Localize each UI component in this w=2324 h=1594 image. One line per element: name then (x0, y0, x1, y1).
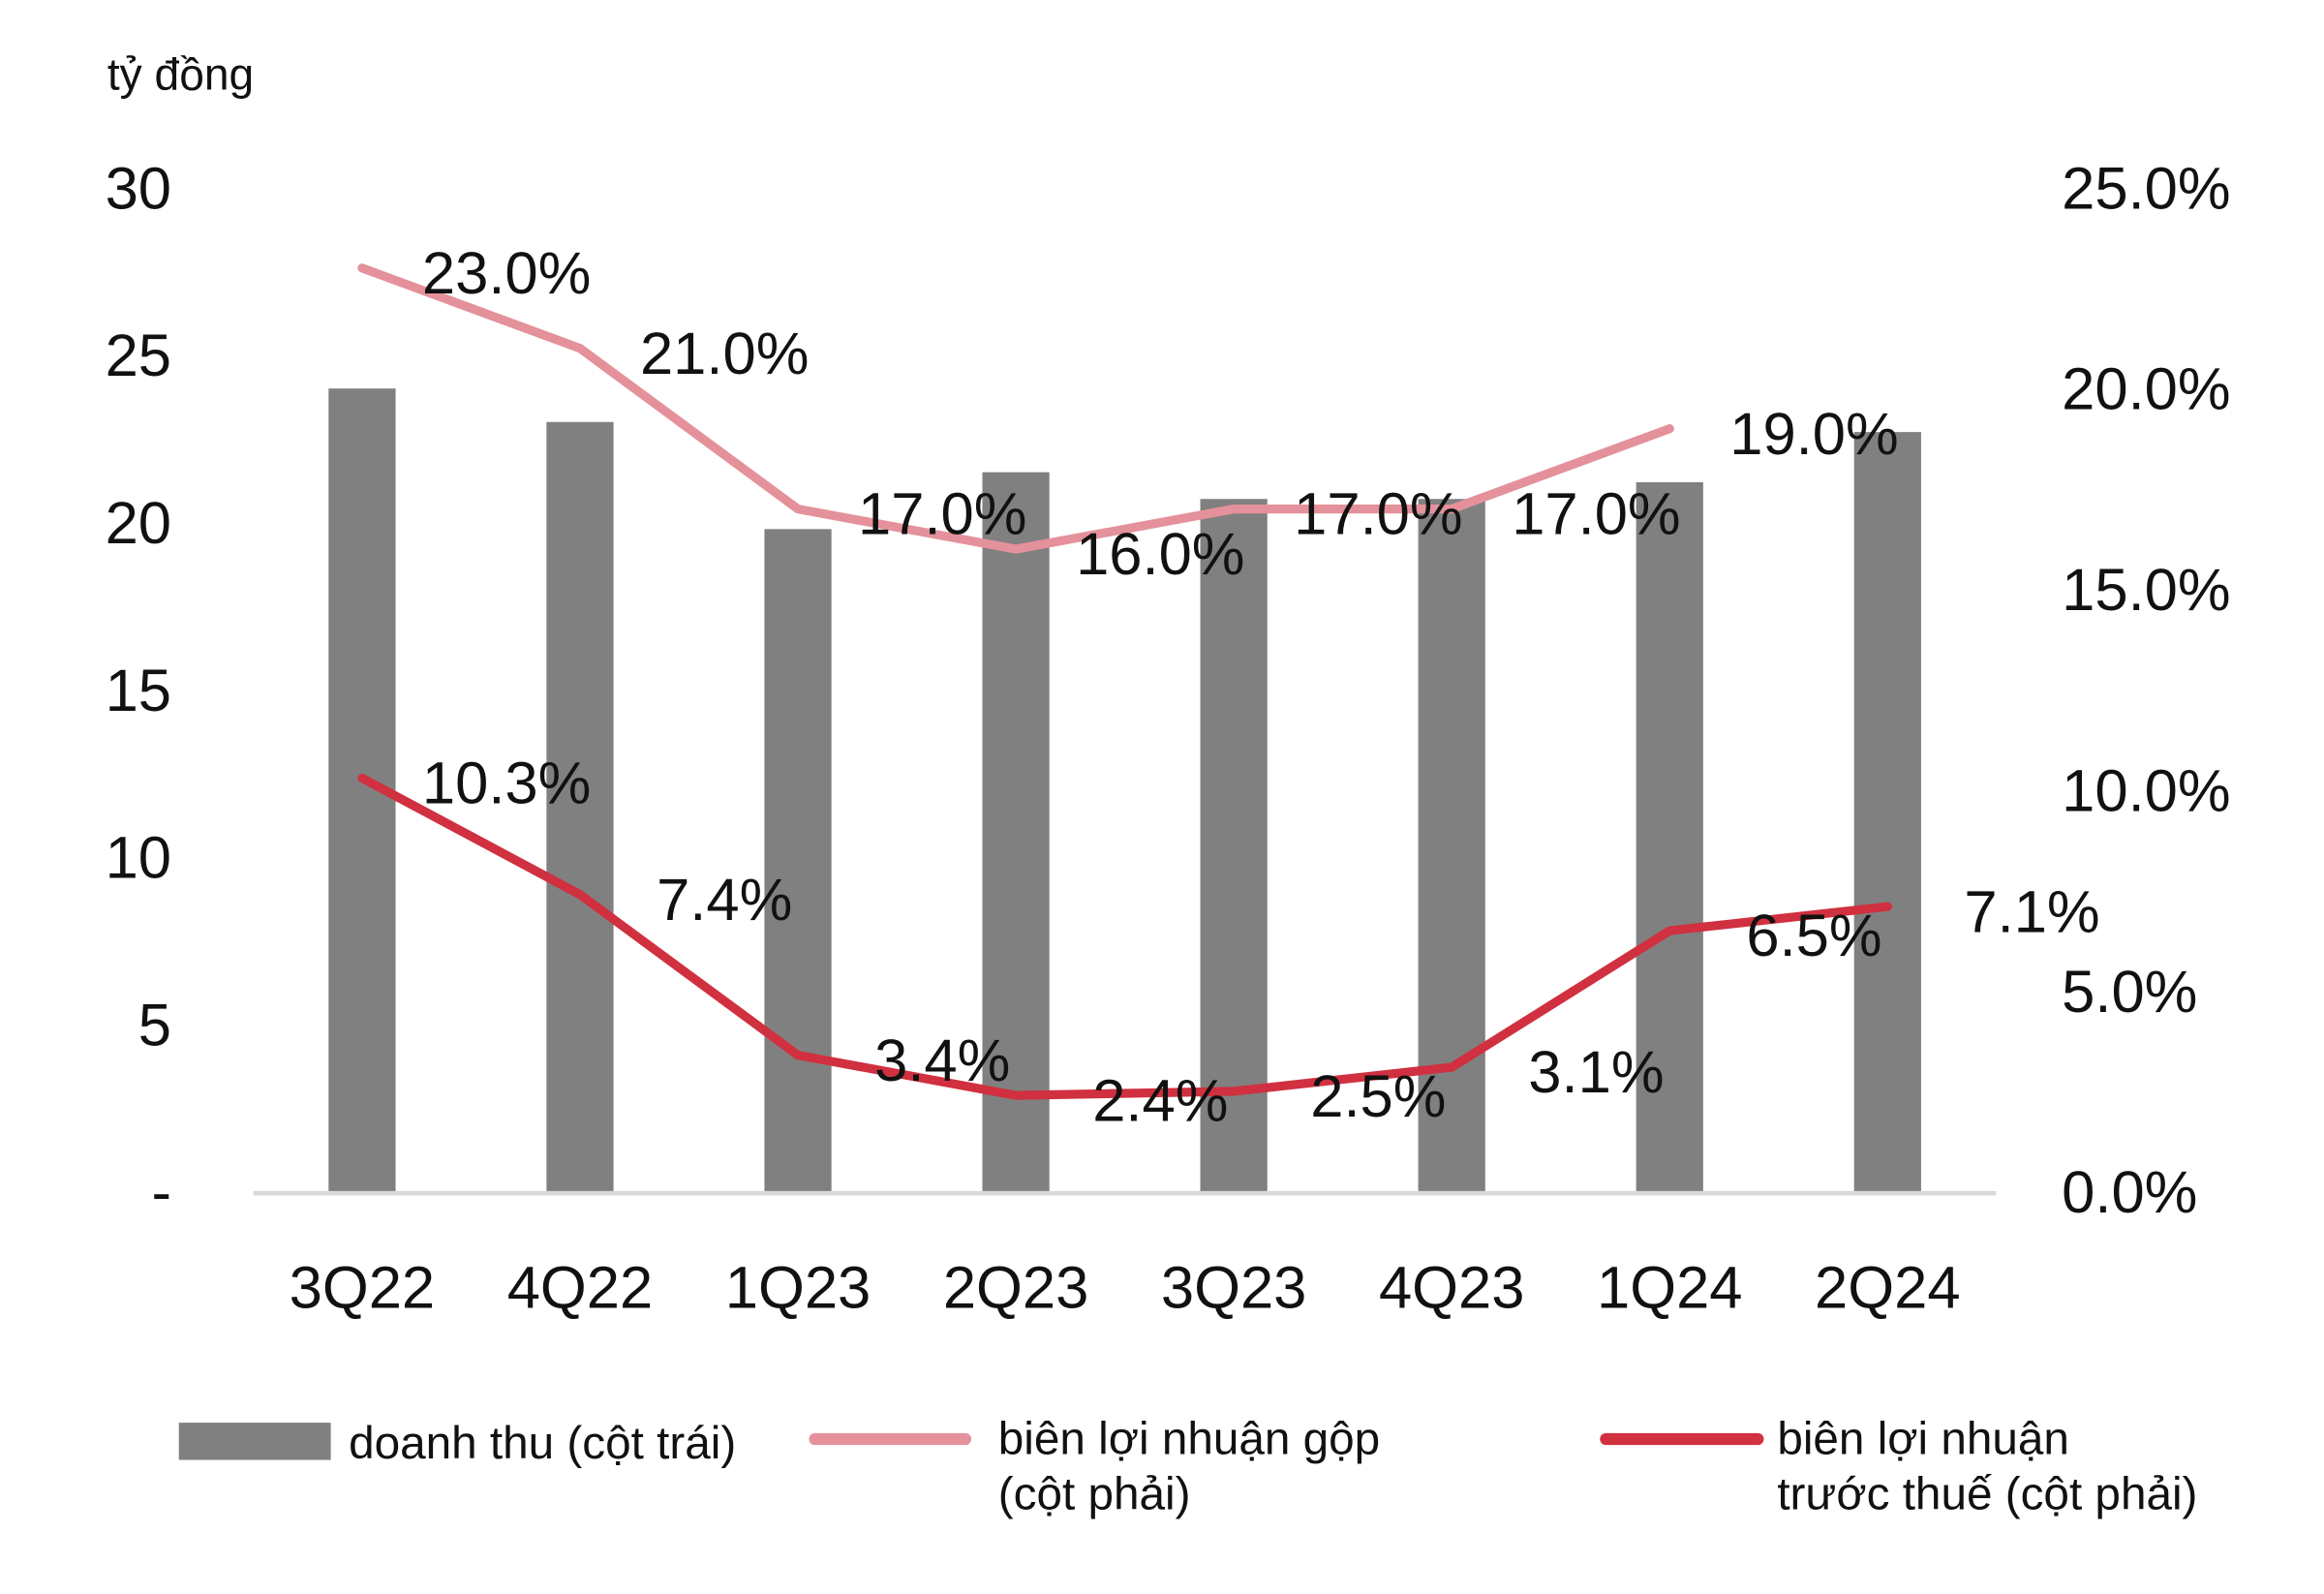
left-tick-label: 25 (106, 322, 171, 389)
bar-revenue (1418, 499, 1485, 1192)
bar-revenue (764, 529, 832, 1192)
data-label: 17.0% (1294, 481, 1462, 548)
right-tick-label: 15.0% (2062, 557, 2230, 624)
data-label: 6.5% (1746, 903, 1881, 969)
data-label: 17.0% (858, 481, 1026, 548)
data-label: 3.4% (874, 1027, 1010, 1094)
data-label: 2.5% (1310, 1063, 1446, 1130)
line-gross-margin (357, 263, 1674, 554)
right-tick-label: 0.0% (2062, 1159, 2197, 1226)
x-tick-label: 2Q23 (943, 1255, 1089, 1322)
legend-label-pretax-margin: biên lợi nhuận (1777, 1413, 2069, 1464)
unit-label: tỷ đồng (107, 48, 254, 99)
data-label: 23.0% (422, 240, 591, 307)
bar-revenue (546, 421, 614, 1192)
bar-revenue (1853, 432, 1921, 1192)
bar-revenue (1636, 481, 1703, 1192)
x-tick-label: 4Q22 (507, 1255, 654, 1322)
line-pretax-margin (357, 773, 1892, 1100)
legend-swatch-revenue (178, 1423, 331, 1460)
legend-label-gross-margin: biên lợi nhuận gộp (998, 1413, 1380, 1464)
bar-revenue (982, 472, 1050, 1192)
legend-label-gross-margin: (cột phải) (998, 1468, 1191, 1519)
data-label: 10.3% (422, 751, 591, 817)
left-tick-label: 15 (106, 658, 171, 724)
legend-label-revenue: doanh thu (cột trái) (349, 1418, 736, 1469)
right-tick-label: 20.0% (2062, 356, 2230, 423)
data-label: 19.0% (1729, 401, 1898, 468)
left-tick-label: 30 (106, 155, 171, 222)
data-label: 21.0% (640, 321, 809, 387)
x-tick-label: 4Q23 (1379, 1255, 1524, 1322)
left-tick-label: 20 (106, 490, 171, 557)
right-tick-label: 10.0% (2062, 757, 2230, 824)
data-label: 17.0% (1512, 481, 1680, 548)
data-label: 16.0% (1076, 521, 1244, 588)
x-tick-label: 3Q22 (290, 1255, 436, 1322)
data-label: 3.1% (1528, 1039, 1664, 1106)
right-tick-label: 25.0% (2062, 155, 2230, 222)
x-tick-label: 1Q24 (1597, 1255, 1743, 1322)
data-label: 7.4% (657, 867, 792, 934)
x-tick-label: 1Q23 (725, 1255, 872, 1322)
legend-label-pretax-margin: trước thuế (cột phải) (1777, 1468, 2197, 1519)
x-tick-label: 3Q23 (1161, 1255, 1307, 1322)
bar-revenue (1200, 499, 1268, 1192)
left-tick-label: 10 (106, 825, 171, 892)
data-label: 2.4% (1092, 1067, 1228, 1134)
left-tick-label: 5 (138, 992, 171, 1058)
right-tick-label: 5.0% (2062, 959, 2197, 1026)
left-tick-label: - (152, 1159, 171, 1226)
data-label: 7.1% (1964, 878, 2099, 945)
x-tick-label: 2Q24 (1815, 1255, 1961, 1322)
